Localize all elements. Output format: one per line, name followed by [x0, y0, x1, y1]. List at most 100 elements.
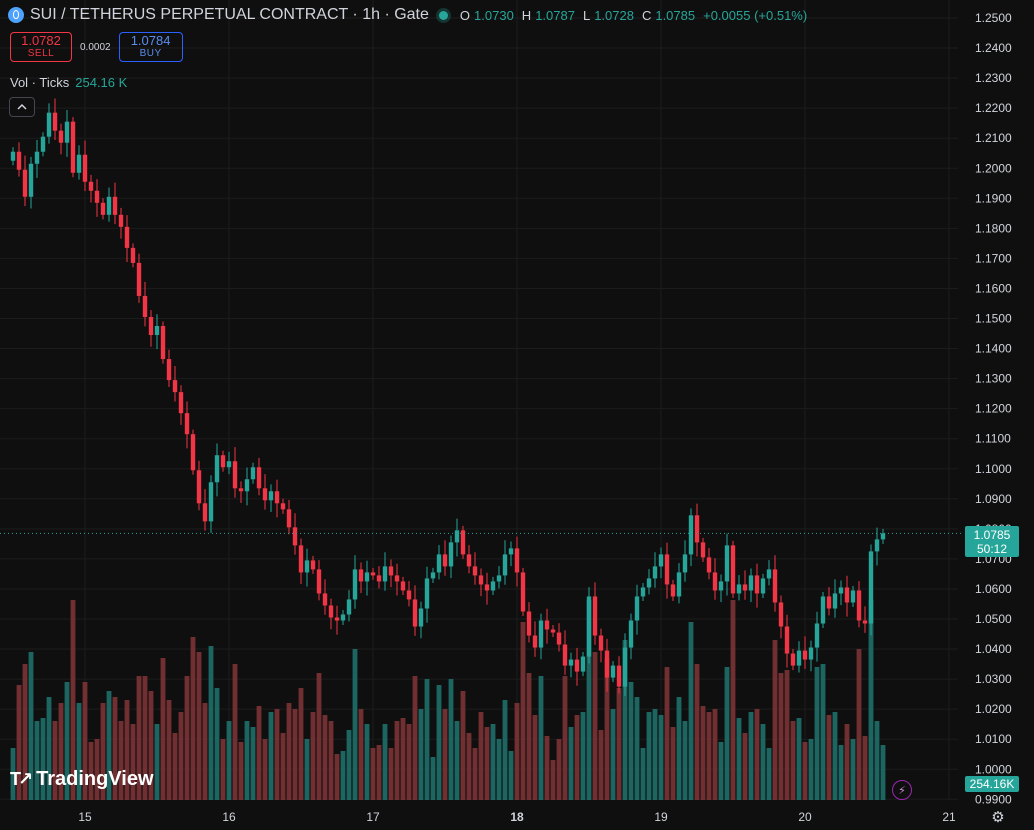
candle-body [28, 163, 34, 197]
volume-bar [250, 727, 256, 800]
candle-body [214, 455, 220, 483]
lightning-icon[interactable]: ⚡ [892, 780, 912, 800]
candle-body [826, 596, 832, 609]
candle-body [634, 596, 640, 621]
chart-title[interactable]: SUI / TETHERUS PERPETUAL CONTRACT · 1h ·… [30, 6, 429, 23]
candle-body [322, 593, 328, 606]
candle-body [682, 554, 688, 573]
price-axis[interactable]: 1.2500 1.2400 1.2300 1.2200 1.2100 1.2000 1.19… [975, 11, 1012, 806]
volume-bar [430, 757, 436, 800]
volume-bar [778, 673, 784, 800]
sell-button[interactable]: 1.0782 SELL [10, 32, 72, 62]
volume-bar [442, 709, 448, 800]
volume-bar [604, 658, 610, 800]
price-tick-label: 1.2500 [975, 11, 1012, 25]
volume-bar [76, 703, 82, 800]
candle-body [448, 542, 454, 567]
candle-body [454, 530, 460, 543]
sell-label: SELL [27, 48, 55, 59]
collapse-legend-button[interactable] [9, 97, 35, 117]
volume-bar [640, 748, 646, 800]
volume-bar [844, 724, 850, 800]
buy-button[interactable]: 1.0784 BUY [118, 32, 183, 62]
candle-body [748, 575, 754, 591]
candle-body [526, 611, 532, 636]
price-tick-label: 1.2200 [975, 101, 1012, 115]
candle-body [850, 590, 856, 603]
market-open-status-icon[interactable] [438, 10, 448, 20]
candle-body [862, 620, 868, 624]
candle-body [112, 196, 118, 215]
candle-body [742, 584, 748, 591]
volume-bar [508, 751, 514, 800]
candle-body [514, 548, 520, 573]
candle-body [136, 262, 142, 296]
volume-bar [412, 676, 418, 800]
price-tick-label: 1.0900 [975, 492, 1012, 506]
candle-body [598, 635, 604, 651]
chevron-up-icon [17, 103, 27, 110]
volume-bar [664, 667, 670, 800]
price-tick-label: 1.0500 [975, 612, 1012, 626]
volume-bar [490, 724, 496, 800]
candle-body [700, 542, 706, 558]
price-tick-label: 1.0000 [975, 762, 1012, 776]
candle-body [46, 112, 52, 137]
volume-bar [340, 751, 346, 800]
candle-body [490, 581, 496, 591]
trade-panel: 1.0782 SELL 0.0002 1.0784 BUY [10, 32, 183, 62]
candle-body [484, 584, 490, 591]
candle-body [94, 190, 100, 203]
volume-bar [622, 640, 628, 800]
candle-body [10, 151, 16, 161]
tradingview-logo[interactable]: T↗ TradingView [10, 768, 154, 791]
candle-body [154, 326, 160, 336]
ohlc-high-value: 1.0787 [535, 7, 575, 23]
volume-bar [382, 724, 388, 800]
volume-bar [322, 715, 328, 800]
candle-body [130, 247, 136, 263]
gear-icon[interactable]: ⚙ [991, 809, 1005, 826]
volume-bar [220, 739, 226, 800]
volume-bar [658, 715, 664, 800]
candle-body [538, 620, 544, 648]
volume-bar [820, 664, 826, 800]
volume-bar [256, 706, 262, 800]
volume-bar [448, 679, 454, 800]
candle-body [808, 647, 814, 660]
candle-body [442, 554, 448, 567]
candle-body [796, 650, 802, 666]
candle-body [604, 650, 610, 678]
candle-body [274, 491, 280, 504]
candle-body [382, 566, 388, 582]
volume-bar [790, 721, 796, 800]
volume-bar [394, 721, 400, 800]
bar-countdown: 50:12 [976, 542, 1008, 556]
price-tick-label: 1.1300 [975, 372, 1012, 386]
volume-bar [118, 721, 124, 800]
candle-body [82, 154, 88, 182]
candle-body [232, 461, 238, 489]
volume-bar [154, 724, 160, 800]
candle-body [712, 572, 718, 591]
volume-bar [454, 721, 460, 800]
candle-body [676, 572, 682, 597]
candle-body [346, 599, 352, 615]
volume-legend[interactable]: Vol · Ticks 254.16 K [10, 75, 127, 90]
candle-body [496, 575, 502, 582]
price-tick-label: 1.1000 [975, 462, 1012, 476]
volume-bar [742, 733, 748, 800]
candle-body [694, 515, 700, 543]
candle-body [34, 151, 40, 164]
volume-bar [58, 703, 64, 800]
volume-bar [400, 718, 406, 800]
candle-body [532, 635, 538, 648]
volume-bar [772, 640, 778, 800]
time-axis[interactable]: 15 16 17 18 19 20 21 [78, 810, 956, 824]
volume-bar [190, 637, 196, 800]
volume-bar [808, 739, 814, 800]
candle-body [148, 316, 154, 336]
candle-body [370, 572, 376, 576]
volume-bar [298, 688, 304, 800]
